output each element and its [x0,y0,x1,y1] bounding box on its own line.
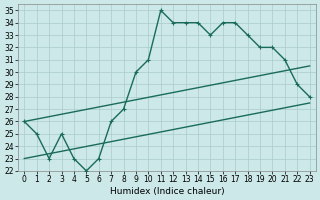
X-axis label: Humidex (Indice chaleur): Humidex (Indice chaleur) [110,187,224,196]
